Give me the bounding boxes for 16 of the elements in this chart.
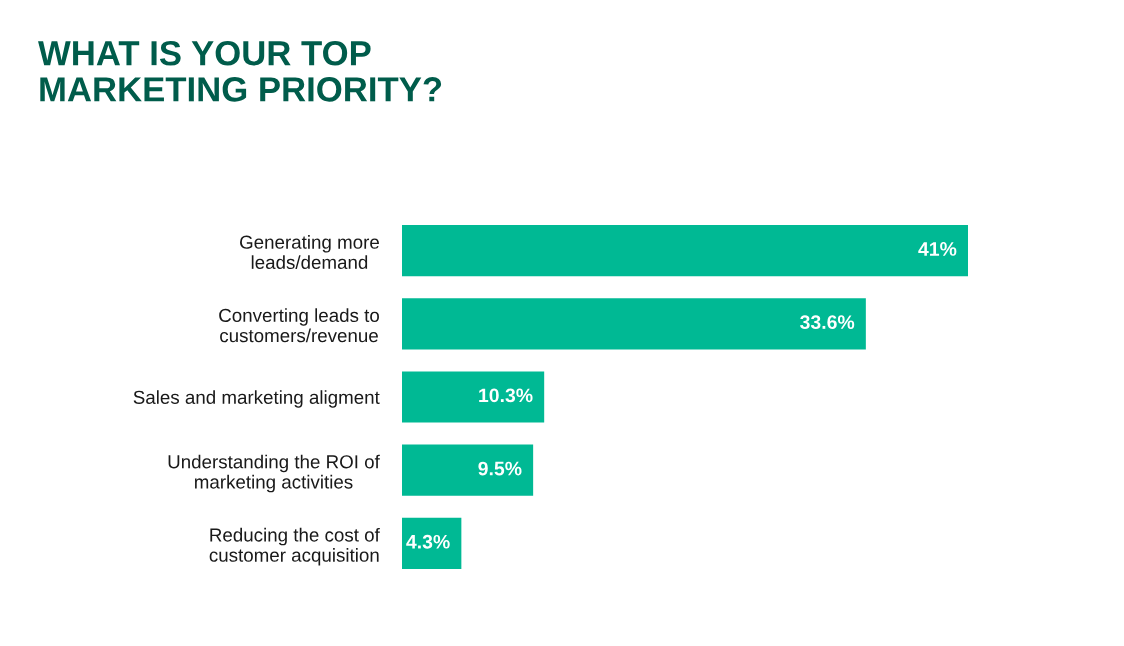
bar: [402, 298, 866, 350]
bar: [402, 224, 968, 277]
y-tick-label: Sales and marketing aligment: [133, 390, 380, 408]
data-label: 10.3%: [479, 388, 533, 403]
bar: [402, 371, 545, 423]
bar: [402, 517, 462, 570]
y-tick-label: Reducing the cost of customer acquisition: [209, 527, 380, 566]
data-label: 33.6%: [800, 315, 855, 330]
data-label: 9.5%: [478, 461, 522, 476]
bar: [402, 444, 534, 496]
chart-title: WHAT IS YOUR TOP MARKETING PRIORITY?: [38, 40, 442, 102]
data-label: 41%: [918, 242, 957, 256]
data-label: 4.3%: [406, 534, 450, 549]
y-tick-label: Generating more leads/demand: [240, 235, 379, 270]
y-tick-label: Understanding the ROI of marketing activities: [168, 454, 380, 493]
y-tick-label: Converting leads to customers/revenue: [219, 308, 379, 343]
